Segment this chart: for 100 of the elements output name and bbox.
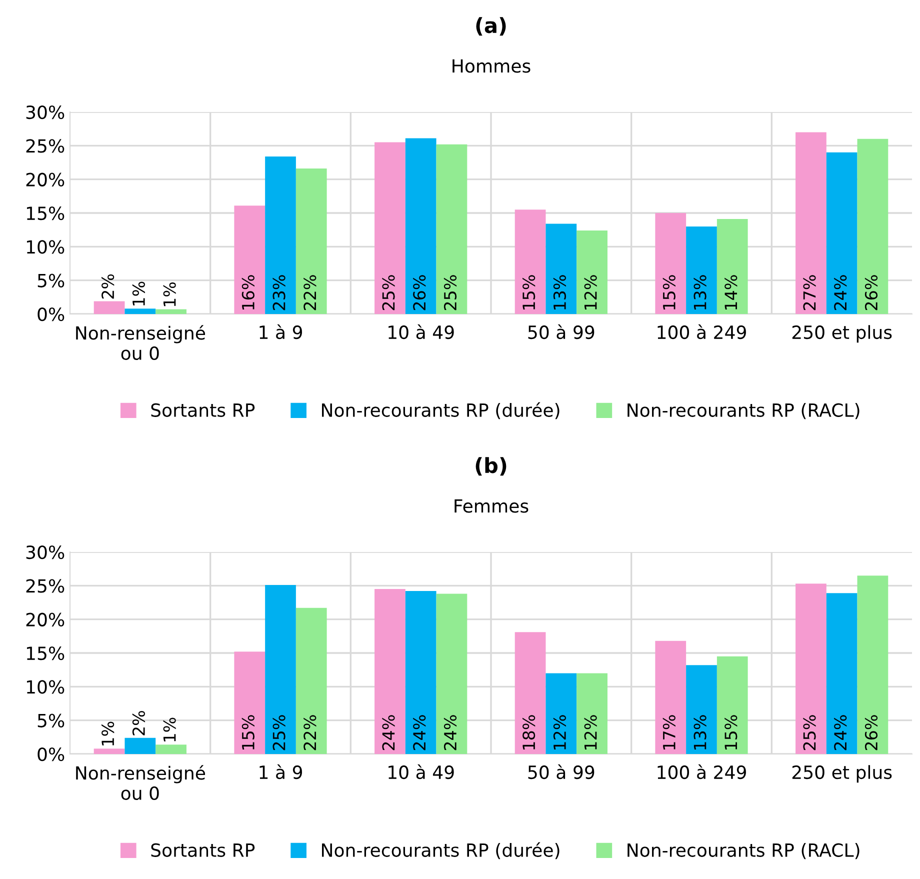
data-label: 24% (834, 275, 847, 310)
bar (514, 210, 546, 314)
data-label: 14% (724, 275, 738, 310)
chart-title: (b) (476, 457, 506, 476)
y-tick-label: 20% (26, 612, 64, 626)
y-tick-label: 15% (26, 206, 64, 220)
data-label: 18% (522, 715, 536, 750)
bar (405, 591, 436, 754)
data-label: 27% (803, 275, 816, 310)
bar (546, 673, 577, 754)
x-tick-label: 250 et plus (792, 765, 892, 783)
bar (94, 748, 125, 754)
bar (436, 594, 468, 754)
data-label: 1% (163, 718, 176, 742)
bar (234, 206, 266, 314)
legend-label: Sortants RP (151, 403, 255, 417)
legend-label: Non-recourants RP (RACL) (628, 402, 860, 420)
data-label: 1% (102, 722, 114, 746)
bar (94, 301, 125, 314)
data-label: 12% (584, 275, 597, 310)
y-tick-label: 15% (26, 646, 64, 660)
x-tick-label: Non-renseigné ou 0 (76, 765, 206, 800)
bar (857, 138, 888, 314)
bar (796, 584, 826, 754)
y-tick-label: 30% (26, 545, 64, 560)
data-label: 2% (132, 710, 146, 736)
x-tick-label: 1 à 9 (260, 324, 302, 340)
data-label: 22% (304, 715, 316, 750)
x-tick-label: 50 à 99 (528, 324, 594, 340)
data-label: 1% (163, 282, 176, 306)
y-tick-label: 30% (26, 105, 64, 120)
chart-title: (a) (476, 17, 506, 36)
data-label: 16% (242, 275, 254, 310)
data-label: 24% (382, 715, 395, 750)
data-label: 24% (834, 715, 847, 750)
y-tick-label: 10% (26, 680, 64, 694)
data-label: 25% (803, 715, 816, 750)
bar (405, 138, 436, 314)
bar (436, 144, 468, 314)
data-label: 13% (553, 275, 566, 310)
bar (156, 744, 186, 754)
data-label: 17% (662, 715, 676, 750)
bar (156, 309, 186, 314)
data-label: 13% (694, 275, 706, 310)
data-label: 15% (662, 275, 676, 310)
x-tick-label: Non-renseigné ou 0 (76, 325, 206, 360)
bar (655, 213, 686, 314)
bar (124, 738, 156, 754)
bar (576, 230, 608, 314)
bar (826, 152, 858, 314)
data-label: 1% (132, 282, 146, 306)
data-label: 25% (272, 715, 286, 750)
legend-label: Non-recourants RP (RACL) (628, 842, 860, 860)
bar (374, 589, 406, 754)
chart-subtitle: Femmes (454, 499, 528, 513)
legend-label: Sortants RP (151, 843, 255, 857)
data-label: 12% (584, 715, 597, 750)
x-tick-label: 10 à 49 (388, 764, 454, 780)
bar (857, 576, 888, 754)
bar (374, 142, 406, 314)
data-label: 25% (382, 275, 395, 310)
bar (686, 226, 717, 314)
bar (716, 219, 748, 314)
bar (234, 652, 266, 754)
data-label: 15% (242, 715, 254, 750)
data-label: 24% (413, 715, 426, 750)
y-tick-label: 0% (38, 747, 64, 762)
y-tick-label: 10% (26, 240, 64, 254)
bar (265, 156, 296, 314)
bar (265, 584, 296, 754)
data-label: 22% (304, 275, 316, 310)
chart-subtitle: Hommes (452, 59, 530, 73)
data-label: 26% (864, 715, 878, 750)
x-tick-label: 100 à 249 (658, 324, 746, 340)
data-label: 23% (272, 275, 286, 310)
x-tick-label: 50 à 99 (528, 764, 594, 780)
x-tick-label: 10 à 49 (388, 324, 454, 340)
bar (655, 640, 686, 754)
x-tick-label: 250 et plus (792, 325, 892, 343)
bar (826, 593, 858, 754)
data-label: 24% (444, 715, 457, 750)
bar (296, 608, 327, 754)
data-label: 26% (864, 275, 878, 310)
y-tick-label: 25% (26, 139, 64, 153)
data-label: 13% (694, 715, 706, 750)
bar (576, 673, 608, 754)
data-label: 2% (102, 274, 114, 299)
legend-label: Non-recourants RP (durée) (322, 842, 560, 860)
legend-label: Non-recourants RP (durée) (322, 402, 560, 420)
bar (296, 168, 327, 314)
x-tick-label: 1 à 9 (260, 764, 302, 780)
x-tick-label: 100 à 249 (658, 764, 746, 780)
data-label: 25% (444, 275, 457, 310)
data-label: 15% (724, 715, 738, 750)
y-tick-label: 5% (38, 274, 64, 288)
data-label: 12% (553, 715, 566, 750)
data-label: 15% (522, 275, 536, 310)
bar (514, 632, 546, 754)
y-tick-label: 25% (26, 579, 64, 593)
bar (796, 132, 826, 314)
